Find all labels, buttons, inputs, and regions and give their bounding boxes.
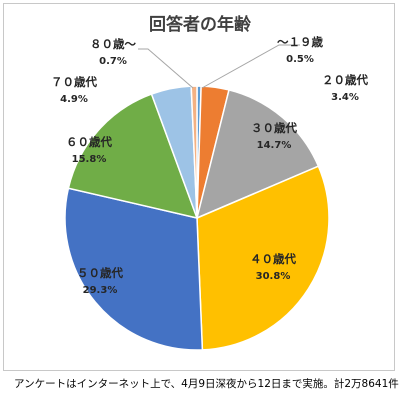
leader-line-0 — [201, 44, 300, 89]
slice-label-4: ５０歳代 — [77, 266, 123, 280]
slice-label-3: ４０歳代 — [250, 252, 296, 266]
pie-slice-2 — [195, 89, 320, 220]
chart-title: 回答者の年齢 — [149, 15, 251, 35]
slice-value-0: 0.5% — [286, 54, 314, 65]
slice-value-5: 15.8% — [72, 154, 107, 165]
slice-value-7: 0.7% — [99, 56, 127, 67]
slice-label-5: ６０歳代 — [66, 135, 112, 149]
slice-value-4: 29.3% — [83, 285, 118, 296]
slice-label-2: ３０歳代 — [251, 121, 297, 135]
slice-value-6: 4.9% — [60, 94, 88, 105]
slice-label-7: ８０歳～ — [90, 37, 136, 51]
slice-label-6: ７０歳代 — [51, 75, 97, 89]
slice-value-3: 30.8% — [256, 271, 291, 282]
slice-value-1: 3.4% — [331, 92, 359, 103]
survey-footnote: アンケートはインターネット上で、4月9日深夜から12日まで実施。計2万8641件 — [14, 378, 399, 390]
pie-slice-5 — [67, 93, 199, 220]
slice-label-0: ～１９歳 — [277, 35, 323, 49]
pie-slice-4 — [64, 187, 204, 351]
slice-value-2: 14.7% — [257, 140, 292, 151]
pie-slice-3 — [196, 165, 330, 351]
leader-line-7 — [138, 48, 194, 89]
slice-label-1: ２０歳代 — [322, 73, 368, 87]
